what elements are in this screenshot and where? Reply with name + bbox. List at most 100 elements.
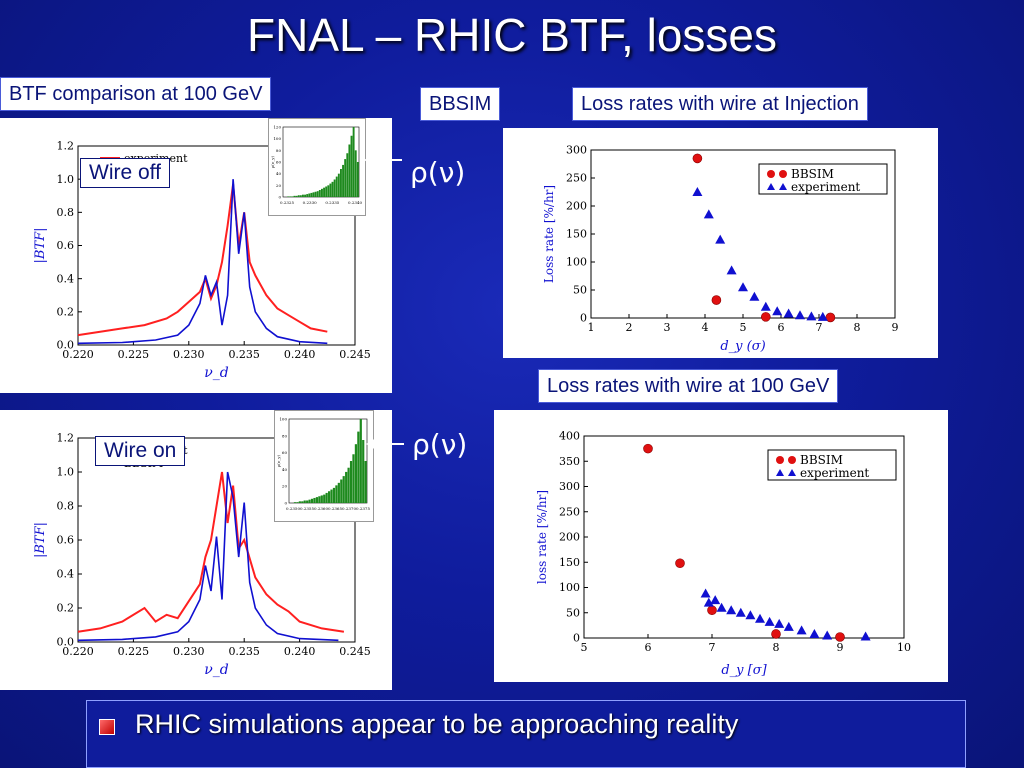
histogram-bar (330, 489, 333, 503)
y-tick-label: 60 (276, 160, 282, 165)
histogram-bar (347, 467, 350, 503)
histogram-bar (332, 487, 336, 503)
series-line-experiment (77, 183, 328, 337)
y-tick-label: 50 (566, 606, 580, 619)
x-tick-label: 0.245 (339, 645, 371, 658)
histogram-bar (333, 179, 336, 197)
histogram-bar (340, 479, 343, 503)
x-tick-label: 6 (778, 321, 785, 334)
y-tick-label: 100 (279, 417, 287, 422)
experiment-point (772, 306, 783, 316)
histogram-bar (310, 192, 313, 197)
y-tick-label: 1.0 (57, 173, 75, 186)
legend-bbsim-marker (788, 456, 796, 464)
y-tick-label: 200 (559, 531, 580, 544)
histogram-bar (329, 183, 332, 197)
x-tick-label: 2 (626, 321, 633, 334)
histogram-bar (323, 187, 326, 197)
x-axis-label: d_y (σ) (720, 339, 765, 354)
y-tick-label: 250 (559, 505, 580, 518)
x-tick-label: 10 (897, 641, 911, 654)
y-tick-label: 120 (273, 125, 281, 130)
legend-label: BBSIM (791, 167, 834, 181)
x-tick-label: 9 (837, 641, 844, 654)
y-axis-label: |BTF| (33, 522, 48, 558)
histogram-bar (297, 195, 300, 197)
x-tick-label: 4 (702, 321, 709, 334)
bbsim-point (835, 632, 845, 642)
x-tick-label: 0.2360 (314, 506, 328, 511)
histogram-bar (359, 419, 362, 503)
y-tick-label: 0.8 (57, 206, 75, 219)
x-tick-label: 0.245 (339, 348, 371, 361)
x-tick-label: 0.235 (228, 645, 260, 658)
histogram-bar (342, 164, 345, 197)
series-line-experiment (77, 471, 345, 633)
loss-100gev-panel: 5 6 7 8 9 10 0 50 100 150 200 250 300 350 400 d_y [σ] lo… (494, 410, 948, 682)
x-tick-label: 8 (773, 641, 780, 654)
y-tick-label: 20 (282, 484, 288, 489)
histogram-bar (303, 500, 306, 503)
histogram-bar (327, 185, 330, 197)
histogram-bar (344, 159, 347, 197)
x-tick-label: 5 (581, 641, 588, 654)
experiment-point (783, 308, 794, 318)
experiment-point (726, 265, 737, 275)
x-tick-label: 8 (854, 321, 861, 334)
bbsim-point (643, 443, 653, 454)
x-tick-label: 0.2375 (356, 506, 370, 511)
histogram-bar (364, 461, 367, 503)
histogram-bar (308, 499, 311, 503)
y-tick-label: 40 (276, 171, 282, 176)
histogram-bar (318, 496, 321, 503)
bbsim-point (711, 295, 722, 305)
x-tick-label: 7 (816, 321, 823, 334)
experiment-point (809, 628, 820, 638)
experiment-point (726, 605, 737, 615)
histogram-bar (362, 440, 365, 503)
y-tick-label: 150 (566, 228, 587, 241)
legend-label: experiment (791, 180, 860, 194)
histogram-bar (304, 194, 307, 197)
experiment-point (822, 630, 833, 640)
experiment-point (735, 607, 746, 617)
loss-injection-label: Loss rates with wire at Injection (572, 87, 868, 121)
legend-experiment-marker (779, 183, 787, 190)
y-tick-label: 0.2 (57, 602, 75, 615)
series-line-bbsim (77, 179, 328, 345)
x-tick-label: 0.2355 (300, 506, 314, 511)
x-tick-label: 0.240 (284, 645, 316, 658)
histogram-bar (308, 193, 311, 197)
histogram-bar (293, 195, 296, 197)
x-tick-label: 9 (892, 321, 899, 334)
rho-label-top: ρ(ν) (410, 156, 466, 189)
experiment-point (796, 625, 807, 635)
bbsim-point (825, 312, 836, 323)
histogram-bar (318, 190, 321, 197)
y-tick-label: 300 (559, 480, 580, 493)
y-tick-label: 100 (566, 256, 587, 269)
experiment-point (700, 588, 711, 598)
histogram-bar (345, 471, 348, 503)
experiment-point (860, 631, 871, 641)
experiment-point (716, 602, 727, 612)
histogram-bar (314, 191, 317, 197)
y-tick-label: 0 (278, 195, 281, 200)
x-axis-label: ν_d (204, 662, 229, 678)
experiment-point (703, 209, 714, 219)
histogram-bar (306, 500, 309, 503)
y-tick-label: 40 (282, 467, 288, 472)
y-tick-label: 60 (282, 450, 288, 455)
histogram-bar (295, 195, 298, 197)
legend-bbsim-marker (779, 170, 787, 178)
histogram-bar (310, 498, 314, 503)
histogram-bar (352, 127, 355, 197)
y-tick-label: 200 (566, 200, 587, 213)
rho-histogram-top-panel: 0.2325 0.2330 0.2335 0.2340 0 20 40 60 80 100 120 ρ… (268, 118, 366, 216)
x-tick-label: 6 (645, 641, 652, 654)
histogram-bar (348, 144, 351, 197)
y-tick-label: 300 (566, 144, 587, 157)
x-tick-label: 0.2350 (286, 506, 300, 511)
histogram-bar (301, 501, 304, 503)
experiment-point (749, 291, 760, 301)
